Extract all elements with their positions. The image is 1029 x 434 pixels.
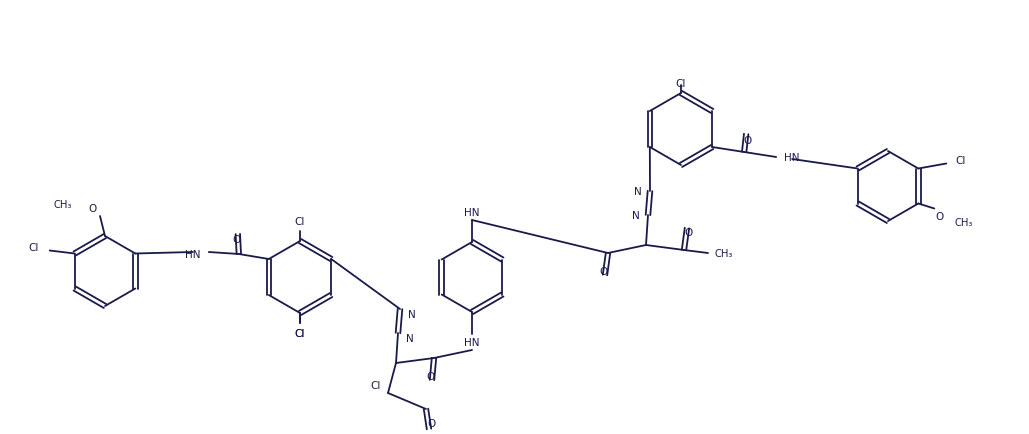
Text: CH₃: CH₃ [954,218,972,228]
Text: Cl: Cl [295,217,306,227]
Text: O: O [743,136,751,146]
Text: O: O [684,227,693,237]
Text: O: O [233,234,241,244]
Text: N: N [406,333,414,343]
Text: HN: HN [464,207,480,217]
Text: CH₃: CH₃ [714,248,733,258]
Text: HN: HN [464,337,480,347]
Text: CH₃: CH₃ [54,200,72,210]
Text: HN: HN [185,250,201,260]
Text: Cl: Cl [295,328,306,338]
Text: Cl: Cl [295,328,306,338]
Text: O: O [599,266,607,276]
Text: O: O [427,418,435,428]
Text: O: O [87,204,96,214]
Text: Cl: Cl [955,156,965,166]
Text: N: N [634,187,642,197]
Text: O: O [426,371,434,381]
Text: Cl: Cl [29,243,39,253]
Text: N: N [632,210,640,220]
Text: N: N [409,309,416,319]
Text: Cl: Cl [676,79,686,89]
Text: O: O [935,212,944,222]
Text: Cl: Cl [370,380,381,390]
Text: HN: HN [784,153,800,163]
